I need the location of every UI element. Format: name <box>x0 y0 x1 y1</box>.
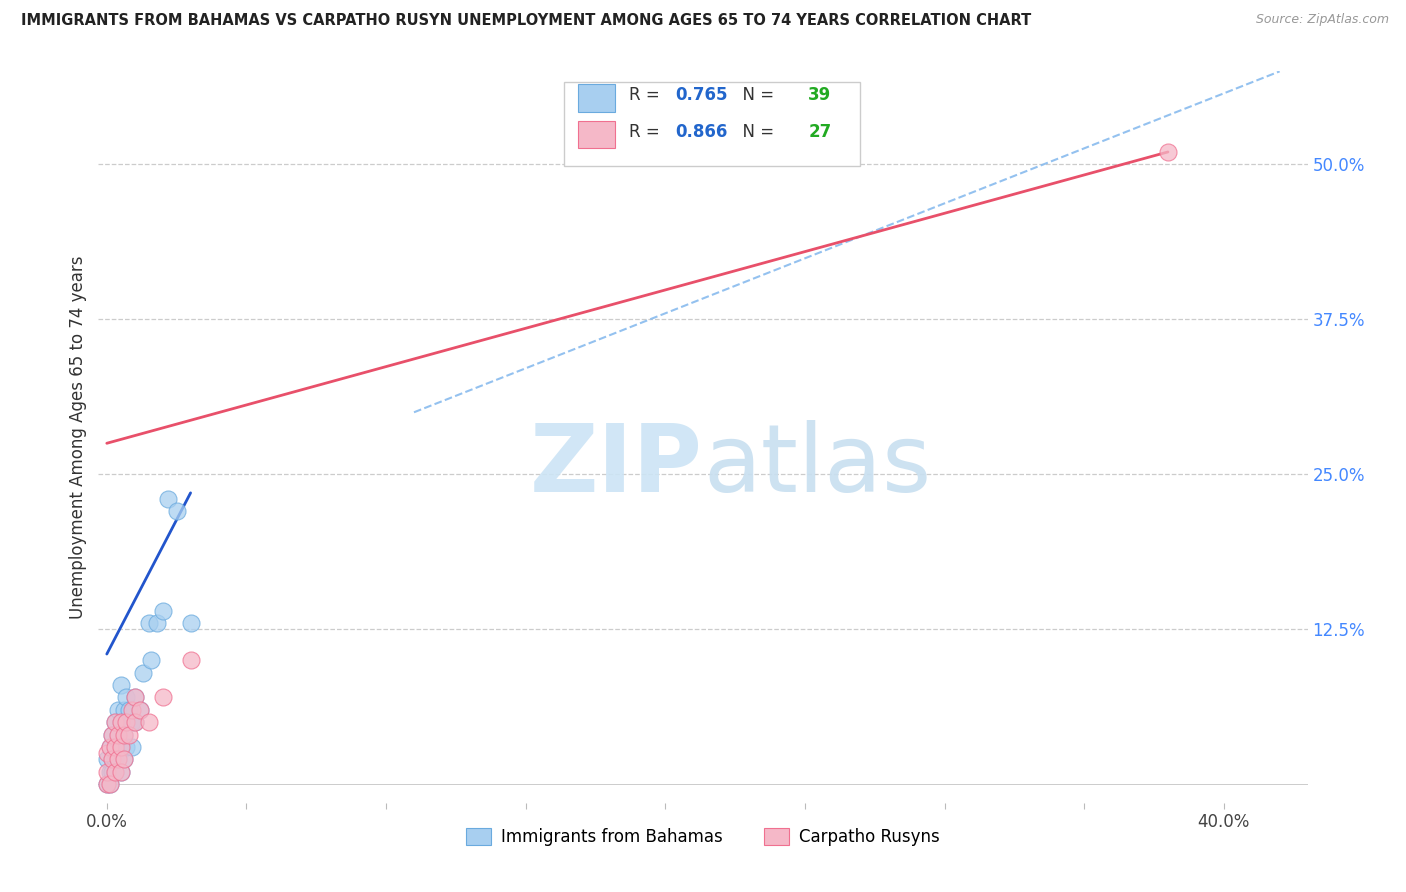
Point <box>115 715 138 730</box>
Point <box>152 604 174 618</box>
Point <box>104 715 127 730</box>
Point <box>115 715 138 730</box>
Text: Source: ZipAtlas.com: Source: ZipAtlas.com <box>1256 13 1389 27</box>
Point <box>112 703 135 717</box>
Y-axis label: Unemployment Among Ages 65 to 74 years: Unemployment Among Ages 65 to 74 years <box>69 255 87 619</box>
Point <box>129 703 152 717</box>
Point <box>104 739 127 754</box>
Point <box>157 491 180 506</box>
Point <box>110 715 132 730</box>
Point <box>138 615 160 630</box>
Point <box>104 764 127 779</box>
Point <box>104 752 127 766</box>
Point <box>107 703 129 717</box>
Point <box>101 728 124 742</box>
Point <box>166 504 188 518</box>
Point <box>124 690 146 705</box>
Point <box>101 728 124 742</box>
Point <box>110 678 132 692</box>
Point <box>96 777 118 791</box>
Point <box>110 764 132 779</box>
Point <box>107 752 129 766</box>
Point <box>110 764 132 779</box>
Text: 39: 39 <box>808 87 831 104</box>
Point <box>115 690 138 705</box>
Point <box>104 764 127 779</box>
Point <box>98 739 121 754</box>
Point <box>107 752 129 766</box>
Point <box>121 703 143 717</box>
Point <box>124 715 146 730</box>
Point <box>138 715 160 730</box>
Point <box>96 746 118 760</box>
Point <box>180 653 202 667</box>
Point <box>129 703 152 717</box>
Point <box>104 739 127 754</box>
Point <box>112 752 135 766</box>
Point <box>180 615 202 630</box>
Point <box>112 728 135 742</box>
Point <box>107 728 129 742</box>
Point <box>118 703 141 717</box>
Point <box>121 715 143 730</box>
Point <box>118 728 141 742</box>
Text: atlas: atlas <box>703 420 931 512</box>
Point <box>115 739 138 754</box>
Point <box>98 739 121 754</box>
Point <box>110 739 132 754</box>
Legend: Immigrants from Bahamas, Carpatho Rusyns: Immigrants from Bahamas, Carpatho Rusyns <box>460 822 946 853</box>
Text: 27: 27 <box>808 123 831 141</box>
Point <box>1157 145 1180 159</box>
Text: IMMIGRANTS FROM BAHAMAS VS CARPATHO RUSYN UNEMPLOYMENT AMONG AGES 65 TO 74 YEARS: IMMIGRANTS FROM BAHAMAS VS CARPATHO RUSY… <box>21 13 1032 29</box>
Point <box>96 777 118 791</box>
Text: N =: N = <box>733 123 779 141</box>
FancyBboxPatch shape <box>578 120 614 148</box>
Text: 0.866: 0.866 <box>675 123 727 141</box>
Point <box>124 690 146 705</box>
FancyBboxPatch shape <box>564 82 860 167</box>
Point <box>124 715 146 730</box>
Point <box>152 690 174 705</box>
Point <box>101 752 124 766</box>
Point <box>132 665 155 680</box>
Point <box>98 777 121 791</box>
Point <box>112 752 135 766</box>
Point <box>110 739 132 754</box>
Point <box>101 752 124 766</box>
Text: R =: R = <box>630 123 665 141</box>
Point <box>98 764 121 779</box>
Point <box>121 739 143 754</box>
Point <box>110 715 132 730</box>
Point <box>112 728 135 742</box>
Point <box>141 653 163 667</box>
Point <box>104 715 127 730</box>
FancyBboxPatch shape <box>578 84 614 112</box>
Text: N =: N = <box>733 87 779 104</box>
Point <box>107 728 129 742</box>
Text: R =: R = <box>630 87 665 104</box>
Point <box>101 764 124 779</box>
Point <box>96 764 118 779</box>
Point <box>96 752 118 766</box>
Text: ZIP: ZIP <box>530 420 703 512</box>
Text: 0.765: 0.765 <box>675 87 728 104</box>
Point <box>98 777 121 791</box>
Point <box>146 615 169 630</box>
